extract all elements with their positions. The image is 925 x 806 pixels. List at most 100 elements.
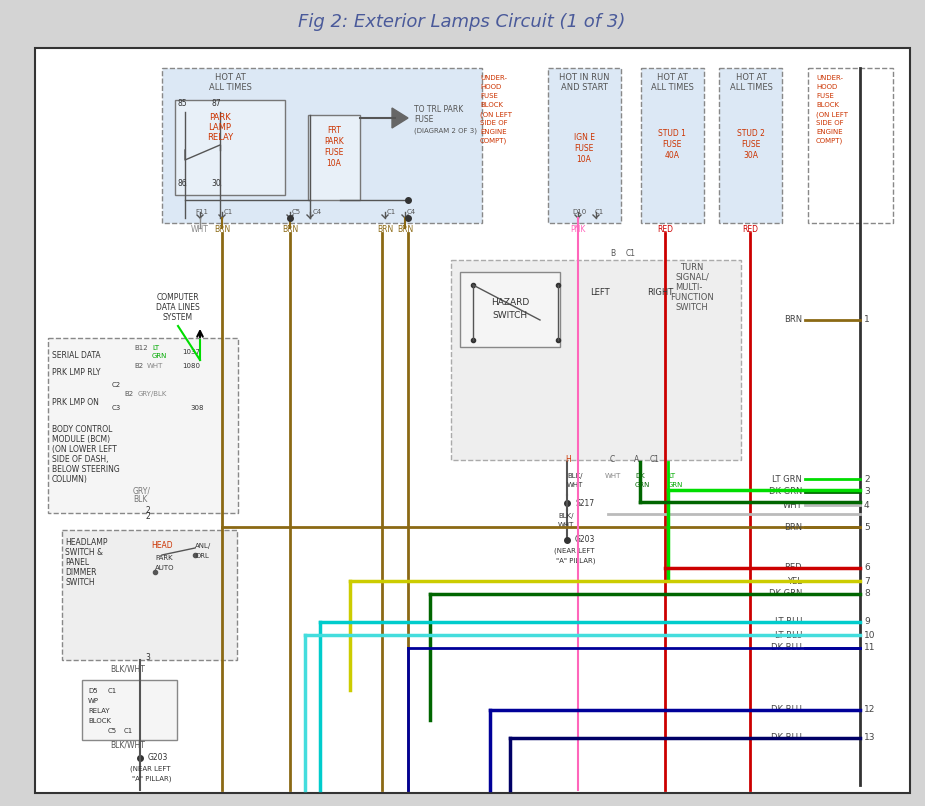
FancyBboxPatch shape <box>719 68 782 223</box>
Text: BRN: BRN <box>783 522 802 531</box>
Bar <box>460 272 560 347</box>
Text: BRN: BRN <box>214 225 230 234</box>
Text: C1: C1 <box>595 209 604 215</box>
Text: MULTI-: MULTI- <box>675 283 702 292</box>
Text: C2: C2 <box>112 382 121 388</box>
Text: ALL TIMES: ALL TIMES <box>650 83 694 92</box>
FancyBboxPatch shape <box>162 68 482 223</box>
Text: 13: 13 <box>864 733 875 742</box>
Text: S217: S217 <box>575 498 594 508</box>
Text: 1080: 1080 <box>182 363 200 369</box>
Text: FUSE: FUSE <box>480 93 498 99</box>
FancyBboxPatch shape <box>82 680 177 740</box>
Text: WHT: WHT <box>191 225 209 234</box>
Text: BLOCK: BLOCK <box>816 102 839 108</box>
Text: UNDER-: UNDER- <box>816 75 843 81</box>
Text: ENGINE: ENGINE <box>480 129 507 135</box>
Text: 308: 308 <box>190 405 204 411</box>
Text: WHT: WHT <box>783 501 802 509</box>
Text: HOOD: HOOD <box>480 84 501 90</box>
Text: PRK LMP ON: PRK LMP ON <box>52 398 99 407</box>
Text: GRN: GRN <box>668 482 684 488</box>
Text: 10A: 10A <box>576 155 591 164</box>
Text: FUSE: FUSE <box>414 115 434 124</box>
Text: B2: B2 <box>134 363 143 369</box>
Text: BLOCK: BLOCK <box>88 718 111 724</box>
Text: 9: 9 <box>864 617 870 626</box>
Text: 8: 8 <box>864 589 870 599</box>
Text: RED: RED <box>657 225 673 234</box>
Text: DK GRN: DK GRN <box>769 488 802 496</box>
Text: SIDE OF: SIDE OF <box>480 120 508 126</box>
Text: PARK: PARK <box>324 137 344 146</box>
FancyBboxPatch shape <box>48 338 238 513</box>
Text: FUSE: FUSE <box>662 140 682 149</box>
Text: PNK: PNK <box>571 225 586 234</box>
Text: BELOW STEERING: BELOW STEERING <box>52 465 119 474</box>
Text: Fig 2: Exterior Lamps Circuit (1 of 3): Fig 2: Exterior Lamps Circuit (1 of 3) <box>298 13 625 31</box>
Text: FUSE: FUSE <box>574 144 594 153</box>
Text: BRN: BRN <box>282 225 298 234</box>
Text: B12: B12 <box>134 345 148 351</box>
Text: BODY CONTROL: BODY CONTROL <box>52 425 112 434</box>
Text: C1: C1 <box>108 688 117 694</box>
Text: C1: C1 <box>626 249 636 258</box>
Text: WHT: WHT <box>567 482 584 488</box>
Text: FUNCTION: FUNCTION <box>670 293 714 302</box>
Text: 87: 87 <box>211 99 221 108</box>
Bar <box>175 100 285 195</box>
Text: 6: 6 <box>864 563 870 572</box>
Text: BRN: BRN <box>376 225 393 234</box>
Text: A: A <box>634 455 639 464</box>
Text: 1: 1 <box>864 315 870 325</box>
Text: ALL TIMES: ALL TIMES <box>730 83 772 92</box>
Text: 30: 30 <box>211 179 221 188</box>
Text: SERIAL DATA: SERIAL DATA <box>52 351 101 360</box>
Text: GRN: GRN <box>635 482 650 488</box>
Text: HOOD: HOOD <box>816 84 837 90</box>
Bar <box>308 115 360 200</box>
Text: BLK: BLK <box>133 495 147 504</box>
Text: C1: C1 <box>650 455 660 464</box>
Text: SIDE OF: SIDE OF <box>816 120 844 126</box>
Text: WHT: WHT <box>147 363 164 369</box>
Text: GRN: GRN <box>152 353 167 359</box>
Text: ALL TIMES: ALL TIMES <box>208 83 252 92</box>
Text: "A" PILLAR): "A" PILLAR) <box>132 775 171 782</box>
Text: DK BLU: DK BLU <box>771 733 802 742</box>
Text: LEFT: LEFT <box>590 288 610 297</box>
Text: DATA LINES: DATA LINES <box>156 303 200 312</box>
Text: FUSE: FUSE <box>741 140 760 149</box>
Text: COMPUTER: COMPUTER <box>156 293 199 302</box>
Text: "A" PILLAR): "A" PILLAR) <box>556 557 596 563</box>
Text: HEADLAMP: HEADLAMP <box>65 538 107 547</box>
Text: HEAD: HEAD <box>151 541 173 550</box>
Text: RED: RED <box>742 225 758 234</box>
Text: DIMMER: DIMMER <box>65 568 96 577</box>
Text: STUD 1: STUD 1 <box>658 129 686 138</box>
Text: C: C <box>610 455 615 464</box>
Text: DK BLU: DK BLU <box>771 705 802 714</box>
Text: PARK: PARK <box>209 113 231 122</box>
Text: STUD 2: STUD 2 <box>737 129 765 138</box>
Text: MODULE (BCM): MODULE (BCM) <box>52 435 110 444</box>
Text: 2: 2 <box>864 475 870 484</box>
Text: 7: 7 <box>864 576 870 585</box>
Text: (NEAR LEFT: (NEAR LEFT <box>554 547 595 554</box>
Text: IGN E: IGN E <box>574 133 595 142</box>
Text: FUSE: FUSE <box>325 148 344 157</box>
Text: (DIAGRAM 2 OF 3): (DIAGRAM 2 OF 3) <box>414 127 477 134</box>
Text: COMPT): COMPT) <box>480 138 507 144</box>
Text: RED: RED <box>784 563 802 572</box>
Text: DK GRN: DK GRN <box>769 589 802 599</box>
Text: GRY/: GRY/ <box>133 486 151 495</box>
Text: FUSE: FUSE <box>816 93 833 99</box>
Text: RELAY: RELAY <box>88 708 110 714</box>
Text: UNDER-: UNDER- <box>480 75 507 81</box>
Text: C5: C5 <box>108 728 117 734</box>
Text: SWITCH: SWITCH <box>492 311 527 320</box>
Text: WHT: WHT <box>605 473 622 479</box>
Text: LT: LT <box>152 345 159 351</box>
Text: SWITCH: SWITCH <box>65 578 94 587</box>
Text: 1037: 1037 <box>182 349 200 355</box>
